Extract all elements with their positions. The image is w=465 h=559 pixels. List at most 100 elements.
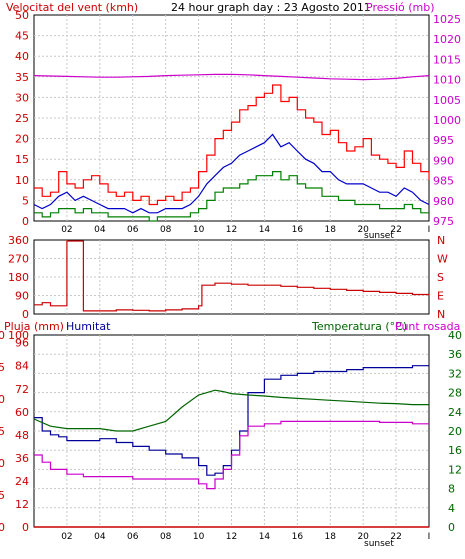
temperature-tick-label: 8 bbox=[448, 483, 455, 496]
rain-tick-label: 30 bbox=[0, 329, 5, 342]
temperature-tick-label: 4 bbox=[448, 502, 455, 515]
rain-tick-label: 0 bbox=[0, 521, 5, 534]
pressure-tick-label: 980 bbox=[433, 195, 454, 208]
compass-tick-label: N bbox=[437, 234, 445, 247]
compass-tick-label: W bbox=[437, 253, 448, 266]
pressure-tick-label: 1020 bbox=[433, 33, 461, 46]
x-tick-label: 10 bbox=[193, 532, 205, 542]
x-tick-label: I bbox=[428, 532, 431, 542]
wind-green-line bbox=[34, 171, 429, 222]
wind-tick-label: 50 bbox=[15, 9, 29, 22]
wind-tick-label: 10 bbox=[15, 174, 29, 187]
compass-tick-label: E bbox=[437, 290, 444, 303]
pressure-tick-label: 985 bbox=[433, 175, 454, 188]
temperature-line bbox=[33, 389, 429, 432]
temperature-tick-label: 12 bbox=[448, 463, 462, 476]
x-tick-label: 16 bbox=[292, 532, 304, 542]
sunset-label-bottom: sunset bbox=[364, 539, 394, 549]
temperature-tick-label: 24 bbox=[448, 406, 462, 419]
x-tick-label: 04 bbox=[94, 532, 106, 542]
wind-tick-label: 5 bbox=[22, 194, 29, 207]
wind-tick-label: 0 bbox=[22, 215, 29, 228]
rain-tick-label: 25 bbox=[0, 361, 5, 374]
dewpoint-label: Punt rosada bbox=[395, 320, 460, 333]
rain-tick-label: 10 bbox=[0, 457, 5, 470]
direction-tick-label: 360 bbox=[8, 234, 29, 247]
rain-tick-label: 5 bbox=[0, 489, 5, 502]
humidity-tick-label: 12 bbox=[15, 498, 29, 511]
x-tick-label: 06 bbox=[127, 225, 139, 235]
x-tick-label: 14 bbox=[259, 225, 271, 235]
direction-line bbox=[34, 240, 430, 312]
temperature-tick-label: 28 bbox=[448, 387, 462, 400]
pressure-tick-label: 1010 bbox=[433, 74, 461, 87]
temperature-tick-label: 40 bbox=[448, 329, 462, 342]
pressure-tick-label: 975 bbox=[433, 215, 454, 228]
humidity-tick-label: 100 bbox=[8, 329, 29, 342]
dewpoint-line bbox=[34, 420, 429, 490]
x-tick-label: 16 bbox=[292, 225, 304, 235]
rain-tick-label: 15 bbox=[0, 425, 5, 438]
bottom-rain-ticks: 0 5 10 15 20 25 30 bbox=[0, 329, 5, 534]
wind-tick-label: 45 bbox=[15, 30, 29, 43]
chart-title: 24 hour graph day : 23 Agosto 2011 bbox=[171, 1, 371, 14]
x-tick-label: 04 bbox=[94, 225, 106, 235]
x-tick-label: I bbox=[428, 225, 431, 235]
wind-tick-label: 15 bbox=[15, 153, 29, 166]
wind-gust-line bbox=[34, 84, 430, 206]
x-tick-label: 12 bbox=[226, 225, 237, 235]
x-tick-label: 02 bbox=[61, 225, 72, 235]
pressure-tick-label: 1025 bbox=[433, 13, 461, 26]
temperature-tick-label: 16 bbox=[448, 444, 462, 457]
x-tick-label: 18 bbox=[325, 225, 337, 235]
pressure-label: Pressió (mb) bbox=[366, 1, 435, 14]
bottom-grid bbox=[34, 335, 429, 527]
pressure-tick-label: 1000 bbox=[433, 114, 461, 127]
direction-series bbox=[34, 240, 430, 312]
humidity-label: Humitat bbox=[66, 320, 111, 333]
wind-tick-label: 25 bbox=[15, 112, 29, 125]
temperature-label: Temperatura (°C) bbox=[311, 320, 407, 333]
compass-tick-label: S bbox=[437, 271, 444, 284]
temperature-tick-label: 20 bbox=[448, 425, 462, 438]
x-tick-label: 14 bbox=[259, 532, 271, 542]
wind-tick-label: 35 bbox=[15, 71, 29, 84]
top-right-ticks: 975 980 985 990 995 1000 1005 1010 1015 1020 1025 bbox=[433, 13, 461, 228]
temperature-tick-label: 32 bbox=[448, 367, 462, 380]
bottom-series bbox=[33, 365, 429, 528]
x-tick-label: 22 bbox=[390, 225, 401, 235]
x-tick-label: 08 bbox=[160, 225, 172, 235]
temperature-tick-label: 36 bbox=[448, 348, 462, 361]
x-tick-label: 10 bbox=[193, 225, 205, 235]
bottom-x-ticks: 02 04 06 08 10 12 14 16 18 20 22 I bbox=[61, 532, 430, 542]
rain-label: Pluja (mm) bbox=[4, 320, 64, 333]
humidity-tick-label: 60 bbox=[15, 406, 29, 419]
x-tick-label: 20 bbox=[357, 532, 369, 542]
humidity-tick-label: 36 bbox=[15, 452, 29, 465]
x-tick-label: 08 bbox=[160, 532, 172, 542]
compass-tick-label: N bbox=[437, 308, 445, 321]
pressure-tick-label: 1005 bbox=[433, 94, 461, 107]
humidity-tick-label: 0 bbox=[22, 521, 29, 534]
x-tick-label: 18 bbox=[325, 532, 337, 542]
direction-tick-label: 180 bbox=[8, 271, 29, 284]
humidity-line bbox=[34, 365, 429, 476]
humidity-tick-label: 96 bbox=[15, 337, 29, 350]
top-x-ticks: 02 04 06 08 10 12 14 16 18 20 22 I bbox=[61, 225, 430, 235]
bottom-right-ticks: 0 4 8 12 16 20 24 28 32 36 40 bbox=[448, 329, 462, 534]
wind-tick-label: 20 bbox=[15, 133, 29, 146]
x-tick-label: 20 bbox=[357, 225, 369, 235]
pressure-line bbox=[33, 73, 430, 81]
top-left-ticks: 0 5 10 15 20 25 30 35 40 45 50 bbox=[15, 9, 29, 228]
x-tick-label: 06 bbox=[127, 532, 139, 542]
rain-tick-label: 20 bbox=[0, 393, 5, 406]
wind-tick-label: 40 bbox=[15, 50, 29, 63]
pressure-tick-label: 1015 bbox=[433, 53, 461, 66]
wind-label: Velocitat del vent (kmh) bbox=[6, 1, 138, 14]
humidity-tick-label: 48 bbox=[15, 429, 29, 442]
pressure-tick-label: 995 bbox=[433, 134, 454, 147]
direction-grid bbox=[34, 240, 429, 314]
humidity-tick-label: 72 bbox=[15, 383, 29, 396]
